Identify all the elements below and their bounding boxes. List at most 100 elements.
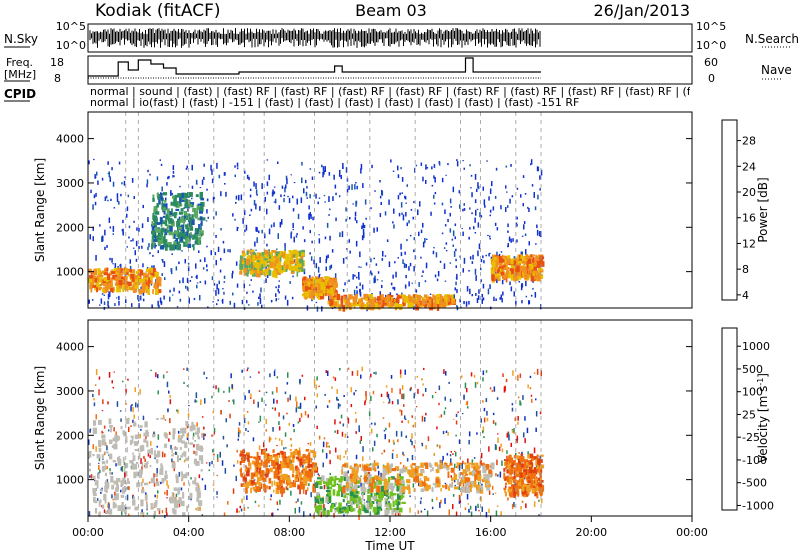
echo-cell bbox=[524, 193, 527, 195]
echo-cell bbox=[476, 432, 478, 435]
echo-cell bbox=[267, 264, 270, 268]
echo-cell bbox=[271, 512, 273, 517]
echo-cell bbox=[101, 465, 105, 472]
echo-cell bbox=[399, 480, 402, 484]
echo-cell bbox=[252, 456, 257, 459]
echo-cell bbox=[101, 278, 104, 286]
echo-cell bbox=[173, 453, 175, 455]
colorbar-tick-label: 28 bbox=[742, 135, 756, 148]
echo-cell bbox=[109, 272, 112, 276]
echo-cell bbox=[195, 194, 199, 197]
echo-cell bbox=[415, 289, 418, 293]
echo-cell bbox=[278, 205, 281, 210]
echo-cell bbox=[135, 258, 138, 262]
echo-cell bbox=[372, 480, 375, 488]
echo-cell bbox=[89, 429, 91, 433]
echo-cell bbox=[157, 250, 159, 254]
echo-cell bbox=[466, 400, 469, 406]
echo-cell bbox=[505, 378, 508, 383]
echo-cell bbox=[189, 425, 193, 432]
echo-cell bbox=[385, 487, 387, 495]
echo-cell bbox=[264, 233, 266, 239]
echo-cell bbox=[485, 480, 490, 484]
nsky-tick-top: 10^5 bbox=[56, 20, 86, 33]
echo-cell bbox=[384, 478, 388, 484]
echo-cell bbox=[405, 202, 407, 204]
echo-cell bbox=[228, 400, 230, 402]
echo-cell bbox=[107, 199, 109, 202]
echo-cell bbox=[133, 196, 135, 199]
echo-cell bbox=[317, 266, 320, 273]
echo-cell bbox=[212, 484, 215, 486]
echo-cell bbox=[513, 502, 515, 508]
echo-cell bbox=[180, 204, 183, 207]
echo-cell bbox=[278, 261, 282, 264]
echo-cell bbox=[279, 480, 282, 486]
echo-cell bbox=[263, 453, 268, 459]
echo-cell bbox=[459, 298, 461, 303]
echo-cell bbox=[104, 246, 106, 250]
echo-cell bbox=[96, 171, 98, 176]
echo-cell bbox=[425, 412, 427, 416]
echo-cell bbox=[474, 268, 477, 275]
echo-cell bbox=[210, 164, 212, 171]
echo-cell bbox=[524, 416, 526, 421]
echo-cell bbox=[185, 224, 190, 230]
echo-cell bbox=[335, 217, 337, 222]
echo-cell bbox=[480, 496, 482, 502]
echo-cell bbox=[281, 252, 286, 258]
echo-cell bbox=[178, 502, 181, 508]
echo-cell bbox=[481, 462, 485, 466]
echo-cell bbox=[411, 433, 413, 439]
echo-cell bbox=[426, 167, 429, 169]
echo-cell bbox=[515, 452, 517, 457]
echo-cell bbox=[360, 168, 362, 174]
echo-cell bbox=[285, 264, 289, 269]
echo-cell bbox=[304, 410, 307, 416]
echo-cell bbox=[286, 382, 289, 385]
freq-step-line bbox=[88, 57, 541, 77]
echo-cell bbox=[345, 257, 347, 259]
echo-cell bbox=[164, 220, 167, 224]
echo-cell bbox=[471, 459, 474, 465]
echo-cell bbox=[177, 430, 180, 434]
echo-cell bbox=[131, 404, 133, 406]
echo-cell bbox=[462, 469, 467, 474]
echo-cell bbox=[195, 507, 197, 511]
echo-cell bbox=[161, 510, 164, 514]
echo-cell bbox=[265, 278, 267, 283]
echo-cell bbox=[265, 391, 268, 394]
echo-cell bbox=[281, 453, 285, 459]
echo-cell bbox=[276, 452, 281, 456]
echo-cell bbox=[141, 444, 144, 448]
echo-cell bbox=[162, 374, 165, 379]
echo-cell bbox=[507, 223, 509, 228]
echo-cell bbox=[458, 190, 461, 194]
echo-cell bbox=[104, 442, 107, 446]
echo-cell bbox=[505, 263, 508, 270]
nsearch-tick-bottom: 10^0 bbox=[696, 39, 726, 52]
echo-cell bbox=[431, 395, 434, 399]
echo-cell bbox=[366, 503, 370, 510]
echo-cell bbox=[104, 229, 106, 236]
echo-cell bbox=[142, 292, 145, 296]
echo-cell bbox=[528, 263, 531, 267]
echo-cell bbox=[527, 258, 532, 264]
echo-cell bbox=[377, 476, 381, 481]
echo-cell bbox=[105, 487, 108, 493]
echo-cell bbox=[448, 485, 450, 491]
echo-cell bbox=[401, 479, 405, 484]
echo-cell bbox=[198, 500, 203, 506]
echo-cell bbox=[422, 393, 424, 397]
echo-cell bbox=[483, 260, 485, 264]
echo-cell bbox=[309, 194, 311, 199]
echo-cell bbox=[153, 238, 157, 242]
echo-cell bbox=[133, 421, 136, 427]
echo-cell bbox=[333, 286, 335, 293]
echo-cell bbox=[254, 465, 257, 471]
echo-cell bbox=[348, 294, 353, 299]
echo-cell bbox=[271, 391, 274, 395]
echo-cell bbox=[362, 493, 364, 500]
echo-cell bbox=[264, 460, 268, 468]
echo-cell bbox=[341, 509, 345, 512]
